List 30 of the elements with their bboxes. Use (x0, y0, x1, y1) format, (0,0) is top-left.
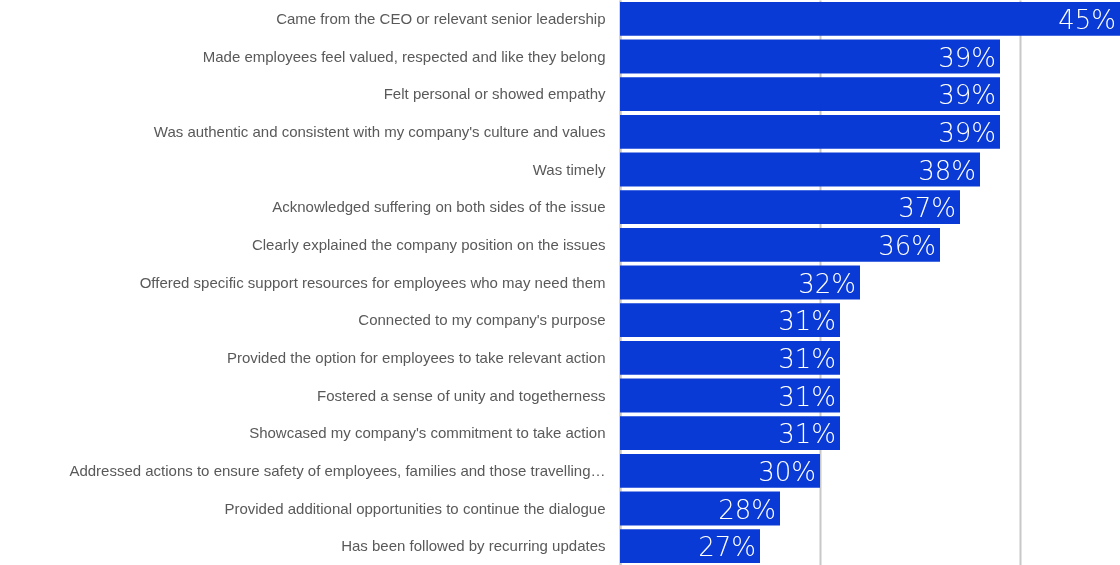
data-label: 28% (718, 494, 776, 525)
y-tick-label: Provided additional opportunities to continue the dialogue (224, 499, 606, 517)
y-tick-label: Felt personal or showed empathy (383, 85, 606, 103)
y-tick-label: Was timely (532, 160, 606, 178)
data-label: 39% (938, 117, 996, 148)
y-tick-label: Offered specific support resources for employees who may need them (139, 273, 606, 291)
data-label: 39% (938, 80, 996, 111)
y-tick-label: Connected to my company's purpose (358, 311, 606, 329)
data-label: 31% (778, 381, 836, 412)
data-label: 30% (758, 456, 816, 487)
data-label: 37% (898, 193, 956, 224)
y-tick-label: Showcased my company's commitment to take action (249, 424, 606, 442)
data-label: 36% (878, 230, 936, 261)
data-label: 45% (1058, 4, 1116, 35)
data-label: 27% (698, 532, 756, 563)
data-label: 31% (778, 306, 836, 337)
data-label: 31% (778, 419, 836, 450)
y-tick-label: Provided the option for employees to take relevant action (226, 348, 606, 366)
data-label: 32% (798, 268, 856, 299)
y-tick-label: Fostered a sense of unity and togetherness (316, 386, 606, 404)
data-label: 31% (778, 343, 836, 374)
y-tick-label: Addressed actions to ensure safety of employees, families and those travelling… (69, 461, 606, 479)
data-label: 39% (938, 42, 996, 73)
y-tick-label: Clearly explained the company position on the issues (251, 235, 606, 253)
data-label: 38% (918, 155, 976, 186)
y-tick-label: Has been followed by recurring updates (341, 537, 606, 555)
y-tick-label: Acknowledged suffering on both sides of the issue (272, 198, 606, 216)
y-tick-label: Made employees feel valued, respected and like they belong (202, 47, 606, 65)
y-tick-label: Was authentic and consistent with my company's culture and values (153, 122, 606, 140)
y-tick-label: Came from the CEO or relevant senior leadership (276, 9, 606, 27)
